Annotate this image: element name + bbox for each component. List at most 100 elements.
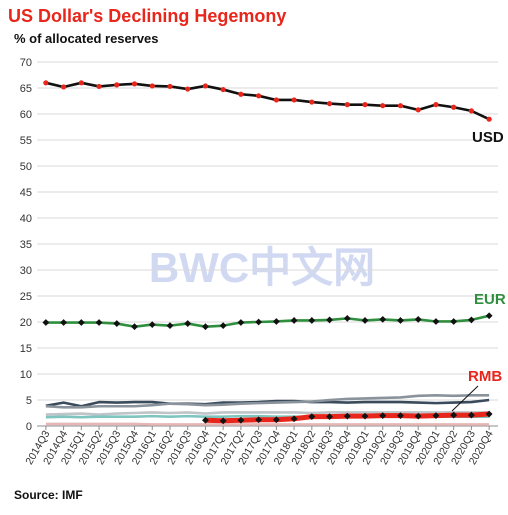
usd-data-point: [291, 97, 297, 103]
y-tick-label: 15: [20, 343, 32, 355]
usd-data-point: [415, 107, 421, 113]
usd-data-point: [433, 102, 439, 108]
y-tick-label: 25: [20, 291, 32, 303]
y-tick-label: 50: [20, 161, 32, 173]
eur-data-point: [131, 323, 138, 331]
usd-data-point: [96, 83, 102, 90]
other5-series-line: [45, 422, 490, 426]
other3-series-line: [45, 411, 490, 416]
eur-series-line: [45, 314, 490, 328]
eur-data-point: [290, 317, 298, 324]
usd-data-point: [167, 83, 173, 90]
usd-data-point: [60, 84, 67, 90]
watermark: BWC中文网: [149, 244, 375, 291]
rmb-data-point: [202, 416, 209, 424]
y-tick-label: 10: [20, 369, 32, 381]
y-tick-label: 65: [20, 83, 32, 95]
usd-data-point: [220, 86, 226, 93]
y-tick-label: 20: [20, 317, 32, 329]
usd-series-line: [45, 81, 490, 121]
rmb-data-point: [379, 412, 387, 419]
eur-data-point: [237, 319, 245, 326]
rmb-data-point: [308, 413, 316, 421]
rmb-series-label: RMB: [468, 368, 502, 385]
eur-data-point: [42, 319, 50, 326]
other2-series-line: [45, 394, 490, 409]
y-tick-label: 60: [20, 109, 32, 121]
usd-data-point: [256, 93, 262, 99]
y-tick-label: 70: [20, 57, 32, 69]
eur-data-point: [397, 317, 404, 324]
rmb-data-point: [290, 415, 298, 423]
eur-data-point: [308, 317, 316, 324]
rmb-data-point: [414, 412, 422, 420]
rmb-data-point: [237, 416, 245, 424]
grid-layer: [37, 61, 498, 427]
y-tick-label: 0: [26, 421, 32, 433]
eur-series-label: EUR: [474, 291, 506, 308]
usd-data-point: [273, 97, 279, 103]
eur-data-point: [184, 320, 192, 327]
eur-data-point: [361, 317, 369, 324]
source-note: Source: IMF: [14, 488, 83, 502]
eur-data-point: [77, 319, 85, 326]
usd-data-point: [238, 91, 244, 97]
eur-data-point: [326, 316, 333, 324]
rmb-label-pointer: [451, 385, 479, 412]
usd-data-point: [185, 86, 191, 92]
eur-data-point: [379, 316, 387, 323]
rmb-data-point: [485, 410, 493, 418]
eur-data-point: [166, 322, 174, 330]
rmb-data-point: [397, 412, 404, 419]
usd-data-point: [397, 103, 404, 109]
eur-data-point: [202, 323, 209, 331]
usd-data-point: [344, 102, 350, 108]
x-axis: 2014Q32014Q42015Q12015Q22015Q32015Q42016…: [23, 426, 496, 467]
rmb-data-point: [272, 416, 280, 424]
usd-data-point: [131, 81, 138, 87]
rmb-data-point: [326, 413, 333, 421]
eur-data-point: [60, 319, 67, 326]
eur-data-point: [343, 314, 351, 322]
chart-title: US Dollar's Declining Hegemony: [8, 6, 287, 26]
chart-subtitle: % of allocated reserves: [14, 31, 159, 46]
usd-data-point: [380, 103, 386, 109]
usd-data-point: [309, 99, 315, 105]
y-tick-label: 35: [20, 239, 32, 251]
rmb-data-point: [255, 416, 263, 424]
rmb-data-point: [450, 411, 458, 419]
rmb-data-point: [361, 412, 369, 420]
usd-data-point: [78, 80, 84, 86]
main-series-layer: [42, 80, 493, 425]
usd-data-point: [486, 116, 492, 122]
eur-data-point: [450, 318, 458, 325]
usd-data-point: [451, 104, 457, 110]
usd-series-label: USD: [472, 129, 504, 146]
usd-data-point: [468, 108, 475, 114]
usd-data-point: [114, 82, 120, 88]
eur-data-point: [414, 316, 422, 323]
y-tick-label: 55: [20, 135, 32, 147]
y-tick-label: 40: [20, 213, 32, 225]
eur-data-point: [432, 318, 440, 325]
eur-data-point: [219, 322, 227, 330]
rmb-data-point: [468, 411, 475, 419]
rmb-data-point: [219, 417, 227, 425]
eur-data-point: [485, 312, 493, 320]
rmb-data-point: [343, 412, 351, 420]
usd-data-point: [326, 101, 333, 107]
y-tick-label: 30: [20, 265, 32, 277]
eur-data-point: [272, 318, 280, 325]
eur-data-point: [468, 316, 475, 324]
eur-data-point: [148, 321, 156, 328]
y-axis: 0 5 10 15 20 25 30 35 40 45 50 55 60 65 70: [20, 57, 32, 433]
usd-data-point: [202, 83, 209, 89]
usd-data-point: [149, 83, 155, 89]
eur-data-point: [255, 318, 263, 326]
rmb-data-point: [432, 412, 440, 419]
y-tick-label: 45: [20, 187, 32, 199]
usd-data-point: [362, 102, 368, 108]
y-tick-label: 5: [26, 395, 32, 407]
eur-data-point: [113, 320, 121, 327]
